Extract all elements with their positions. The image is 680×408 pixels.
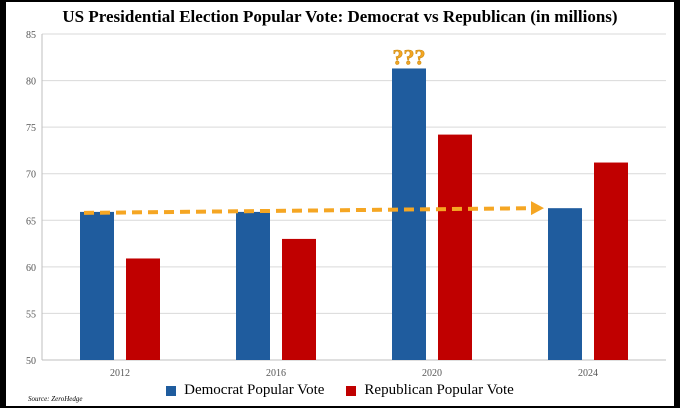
x-tick-label: 2012 — [110, 368, 130, 379]
democrat-swatch — [166, 385, 177, 396]
y-tick-label: 60 — [26, 263, 36, 274]
x-tick-label: 2020 — [422, 368, 442, 379]
legend-label-democrat: Democrat Popular Vote — [184, 382, 325, 398]
trend-arrow-head — [531, 201, 544, 216]
y-tick-label: 70 — [26, 170, 36, 181]
trend-arrow-line — [83, 206, 535, 215]
chart-legend: Democrat Popular Vote Republican Popular… — [6, 382, 674, 399]
x-tick-label: 2016 — [266, 368, 286, 379]
bar-democrat-2012 — [80, 211, 114, 360]
chart-title: US Presidential Election Popular Vote: D… — [62, 7, 618, 26]
bar-republican-2020 — [438, 134, 472, 360]
source-note: Source: ZeroHedge — [28, 395, 83, 403]
y-tick-label: 80 — [26, 77, 36, 88]
bar-republican-2012 — [126, 258, 160, 360]
legend-label-republican: Republican Popular Vote — [364, 382, 514, 398]
bar-chart: 50 55 60 65 70 75 80 85 2012 2016 2020 2024??? — [26, 30, 666, 379]
bar-democrat-2024 — [548, 208, 582, 360]
bar-republican-2024 — [594, 162, 628, 360]
y-tick-label: 50 — [26, 356, 36, 367]
y-tick-label: 65 — [26, 216, 36, 227]
republican-swatch — [346, 385, 357, 396]
bar-democrat-2016 — [236, 211, 270, 360]
y-tick-label: 85 — [26, 30, 36, 41]
chart-frame: US Presidential Election Popular Vote: D… — [6, 2, 674, 406]
y-tick-label: 75 — [26, 123, 36, 134]
bar-republican-2016 — [282, 238, 316, 360]
y-tick-label: 55 — [26, 309, 36, 320]
bar-democrat-2020 — [392, 68, 426, 360]
question-marks-annotation: ??? — [393, 44, 426, 69]
x-tick-label: 2024 — [578, 368, 598, 379]
legend-entry-republican: Republican Popular Vote — [346, 382, 514, 399]
legend-entry-democrat: Democrat Popular Vote — [166, 382, 324, 399]
